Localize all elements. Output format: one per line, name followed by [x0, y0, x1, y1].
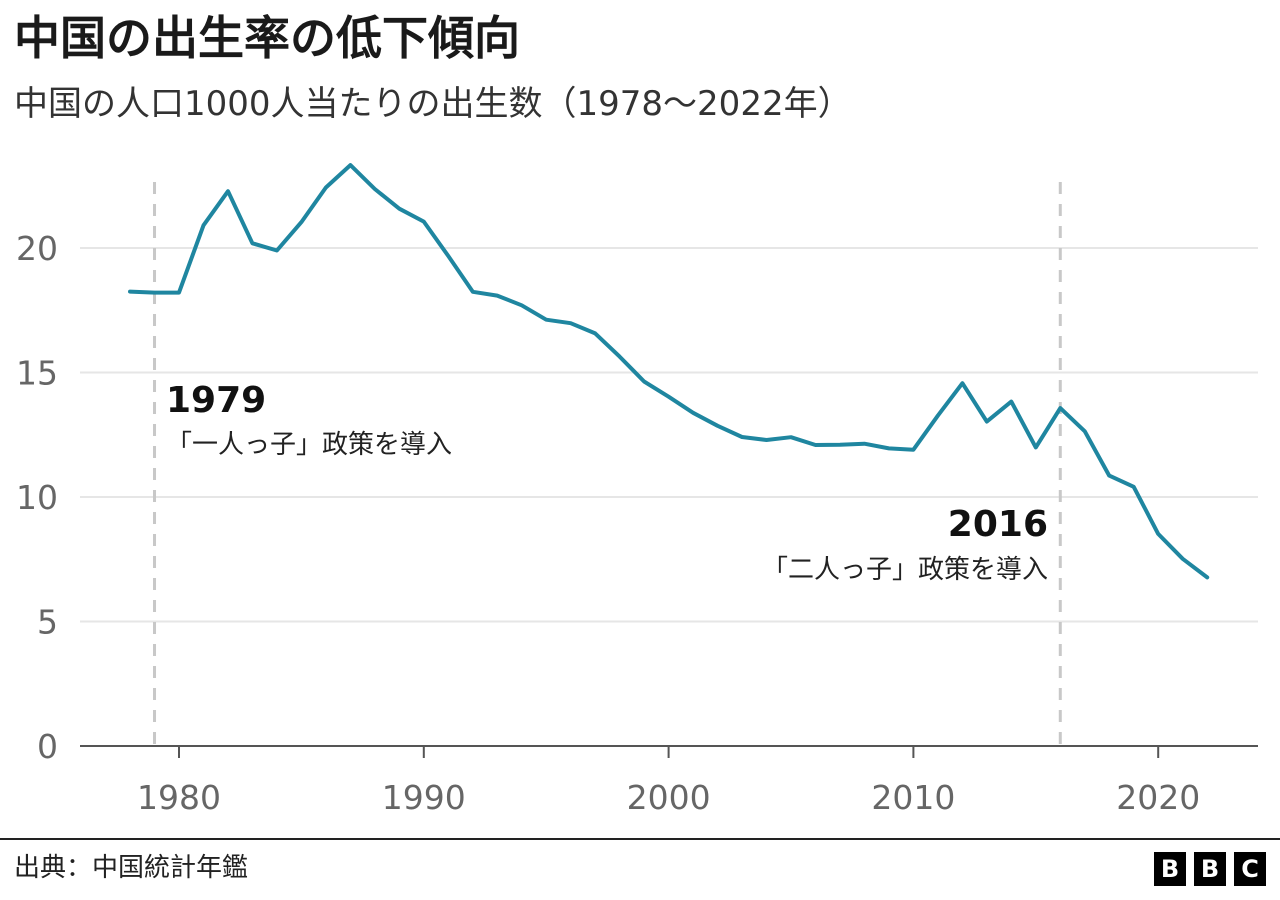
x-axis-tick-labels: 1980 1990 2000 2010 2020 [137, 746, 1200, 817]
series-layer [128, 163, 1210, 580]
policy-markers [153, 182, 1062, 746]
y-tick-label-20: 20 [16, 229, 58, 268]
bbc-logo: B B C [1154, 852, 1266, 886]
bbc-logo-letter-2: B [1194, 852, 1226, 886]
y-axis-tick-labels: 0 5 10 15 20 [16, 229, 58, 766]
line-chart: 0 5 10 15 20 1980 1990 2000 2010 2020 1979 「一人っ子」… [16, 163, 1258, 817]
source-note: 出典：中国統計年鑑 [14, 853, 249, 883]
x-tick-label-2020: 2020 [1116, 778, 1200, 817]
annotation-text-2016: 「二人っ子」政策を導入 [762, 555, 1048, 585]
y-tick-label-10: 10 [16, 478, 58, 517]
bbc-logo-letter-1: B [1154, 852, 1186, 886]
footer-divider [0, 838, 1280, 840]
annotation-year-2016: 2016 [948, 504, 1048, 545]
chart-subtitle: 中国の人口1000人当たりの出生数（1978～2022年） [14, 84, 852, 124]
x-tick-label-1980: 1980 [137, 778, 221, 817]
chart-title: 中国の出生率の低下傾向 [14, 11, 520, 65]
birth-rate-line [128, 163, 1210, 580]
y-tick-label-15: 15 [16, 354, 58, 393]
x-tick-label-2010: 2010 [871, 778, 955, 817]
x-tick-label-2000: 2000 [627, 778, 711, 817]
annotation-year-1979: 1979 [166, 380, 266, 421]
annotations: 1979 「一人っ子」政策を導入 2016 「二人っ子」政策を導入 [166, 380, 1048, 585]
bbc-logo-letter-3: C [1234, 852, 1266, 886]
x-tick-label-1990: 1990 [382, 778, 466, 817]
y-tick-label-0: 0 [37, 727, 58, 766]
annotation-text-1979: 「一人っ子」政策を導入 [166, 430, 452, 460]
y-tick-label-5: 5 [37, 603, 58, 642]
